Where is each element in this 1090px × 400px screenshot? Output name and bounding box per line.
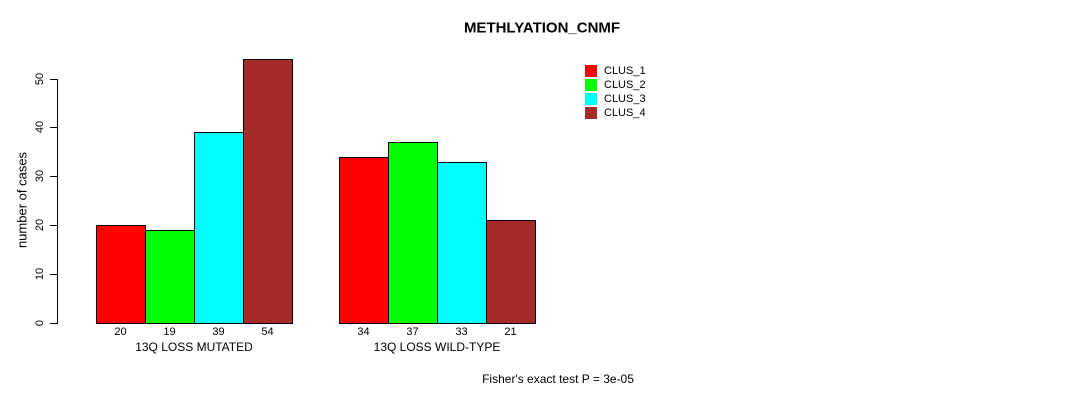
y-axis-tick: [50, 225, 58, 227]
bar-clus_2-group1: [145, 230, 195, 324]
y-axis-tick: [50, 176, 58, 178]
x-category-label: 13Q LOSS MUTATED: [135, 340, 253, 354]
y-axis-tick: [50, 274, 58, 276]
y-axis-tick-label: 20: [34, 219, 46, 232]
legend-swatch-clus_2: [585, 78, 597, 91]
y-axis-tick-label: 0: [34, 319, 46, 327]
legend-label-clus_1: CLUS_1: [604, 64, 646, 77]
bar-clus_4-group2: [486, 220, 536, 324]
bar-clus_1-group2: [339, 156, 389, 324]
bar-value-label: 37: [406, 325, 419, 338]
y-axis-tick: [50, 78, 58, 80]
y-axis-tick-label: 50: [34, 72, 46, 85]
annotation-fisher: Fisher's exact test P = 3e-05: [482, 372, 634, 386]
y-axis-tick-label: 40: [34, 121, 46, 134]
y-axis-label: number of cases: [14, 151, 30, 249]
y-axis-line: [57, 78, 58, 324]
legend-item-clus_3: CLUS_3: [585, 92, 646, 105]
bar-value-label: 19: [163, 325, 176, 338]
legend-item-clus_1: CLUS_1: [585, 64, 646, 77]
bar-value-label: 54: [261, 325, 274, 338]
bar-value-label: 21: [504, 325, 517, 338]
legend-label-clus_4: CLUS_4: [604, 107, 646, 120]
bar-value-label: 33: [455, 325, 468, 338]
legend-label-clus_2: CLUS_2: [604, 78, 646, 91]
y-axis-tick: [50, 127, 58, 129]
legend-swatch-clus_4: [585, 107, 597, 120]
legend-item-clus_4: CLUS_4: [585, 107, 646, 120]
bar-value-label: 34: [357, 325, 370, 338]
legend-label-clus_3: CLUS_3: [604, 92, 646, 105]
y-axis-tick-label: 30: [34, 170, 46, 183]
bar-clus_4-group1: [243, 58, 293, 324]
bar-clus_3-group1: [194, 132, 244, 324]
bar-clus_2-group2: [388, 142, 438, 324]
legend-item-clus_2: CLUS_2: [585, 78, 646, 91]
y-axis-tick-label: 10: [34, 267, 46, 281]
legend-swatch-clus_3: [585, 92, 597, 105]
chart-title: METHLYATION_CNMF: [463, 19, 621, 37]
y-axis-tick: [50, 323, 58, 324]
bar-value-label: 39: [212, 325, 225, 338]
legend-swatch-clus_1: [585, 64, 597, 77]
bar-clus_1-group1: [96, 225, 146, 324]
bar-value-label: 20: [114, 325, 127, 338]
bar-clus_3-group2: [437, 161, 487, 324]
x-category-label: 13Q LOSS WILD-TYPE: [373, 340, 501, 354]
